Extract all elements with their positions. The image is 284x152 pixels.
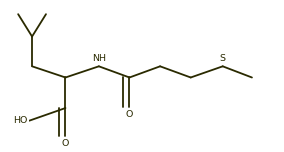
Text: O: O [126, 110, 133, 119]
Text: HO: HO [14, 116, 28, 125]
Text: NH: NH [92, 54, 106, 63]
Text: O: O [62, 139, 69, 148]
Text: S: S [220, 54, 226, 63]
